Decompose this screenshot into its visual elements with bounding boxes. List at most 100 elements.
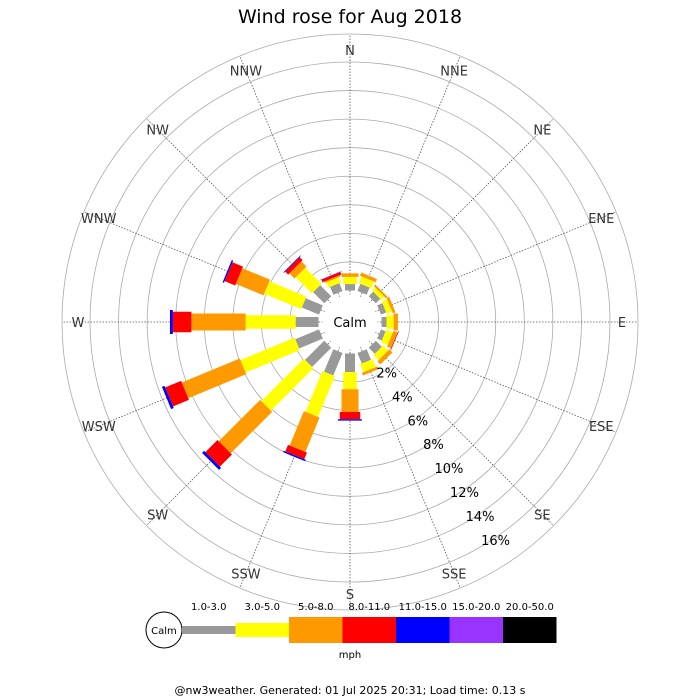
bar-wsw-1.0-3.0 xyxy=(295,329,323,349)
direction-label-ese: ESE xyxy=(589,420,614,435)
bar-nnw-8.0-11.0 xyxy=(321,271,342,283)
bar-sw-11.0-15.0 xyxy=(202,450,222,470)
direction-label-n: N xyxy=(345,44,355,59)
legend-bin-label: 3.0-5.0 xyxy=(245,602,280,613)
bar-nw-1.0-3.0 xyxy=(313,285,332,304)
legend-bin-label: 8.0-11.0 xyxy=(348,602,390,613)
bar-se-3.0-5.0 xyxy=(373,345,389,361)
direction-label-nne: NNE xyxy=(440,65,468,80)
bar-nne-5.0-8.0 xyxy=(359,272,378,283)
legend-bin-label: 20.0-50.0 xyxy=(506,602,554,613)
direction-label-sse: SSE xyxy=(442,567,467,582)
radial-tick-label: 8% xyxy=(423,438,444,453)
bar-sse-3.0-5.0 xyxy=(360,359,376,373)
legend-bin-label: 5.0-8.0 xyxy=(298,602,333,613)
outer-circle xyxy=(61,33,639,611)
footer-credit: @nw3weather. Generated: 01 Jul 2025 20:3… xyxy=(174,684,526,697)
bar-sse-1.0-3.0 xyxy=(357,349,372,364)
direction-label-s: S xyxy=(346,588,354,603)
direction-label-nw: NW xyxy=(146,124,169,139)
bar-ese-1.0-3.0 xyxy=(377,329,386,341)
speed-legend: Calm 1.0-3.0 3.0-5.0 5.0-8.0 8.0-11.0 11.0-15… xyxy=(145,602,557,661)
bar-ese-5.0-8.0 xyxy=(387,330,398,349)
radial-tick-label: 16% xyxy=(481,534,510,549)
frequency-bars xyxy=(161,255,399,470)
bar-nw-8.0-11.0 xyxy=(285,257,303,275)
bar-wnw-1.0-3.0 xyxy=(301,298,323,315)
direction-label-w: W xyxy=(72,316,85,331)
legend-swatch-3.0-5.0 xyxy=(235,623,289,637)
bar-nw-5.0-8.0 xyxy=(289,261,307,279)
bar-ssw-5.0-8.0 xyxy=(289,411,320,452)
bar-nnw-1.0-3.0 xyxy=(330,283,343,295)
legend-swatch-11.0-15.0 xyxy=(396,617,450,643)
grid-circle xyxy=(89,61,611,583)
bar-ene-5.0-8.0 xyxy=(386,296,396,314)
legend-bin-label: 11.0-15.0 xyxy=(399,602,447,613)
direction-label-ene: ENE xyxy=(588,212,614,227)
bar-wsw-5.0-8.0 xyxy=(181,358,247,399)
radial-tick-label: 2% xyxy=(376,366,397,381)
bar-nw-11.0-15.0 xyxy=(283,255,301,273)
legend-swatch-20.0-50.0 xyxy=(503,617,557,643)
direction-labels: N NNE NE ENE E ESE SE SSE S SSW SW WSW W WNW NW NNW xyxy=(72,44,627,603)
bar-sw-1.0-3.0 xyxy=(305,340,332,367)
bar-sw-5.0-8.0 xyxy=(218,399,273,454)
grid-circle xyxy=(146,118,554,526)
chart-title: Wind rose for Aug 2018 xyxy=(237,6,463,28)
bar-wnw-8.0-11.0 xyxy=(224,262,244,286)
radial-tick-label: 12% xyxy=(450,486,479,501)
bar-ene-3.0-5.0 xyxy=(381,299,393,314)
bar-nne-1.0-3.0 xyxy=(357,283,370,295)
bar-ese-3.0-5.0 xyxy=(381,329,393,345)
bar-ne-1.0-3.0 xyxy=(368,291,381,304)
bar-ne-5.0-8.0 xyxy=(373,284,388,299)
direction-label-wnw: WNW xyxy=(81,212,117,227)
bar-ssw-11.0-15.0 xyxy=(283,450,306,462)
spoke-ene xyxy=(349,211,617,323)
bar-sse-5.0-8.0 xyxy=(361,366,379,376)
spoke-ne xyxy=(349,118,554,323)
bar-ene-1.0-3.0 xyxy=(377,303,387,315)
radial-tick-label: 10% xyxy=(434,462,463,477)
bar-ssw-1.0-3.0 xyxy=(324,349,343,376)
radial-tick-labels: 2% 4% 6% 8% 10% 12% 14% 16% xyxy=(376,366,510,549)
bar-nw-3.0-5.0 xyxy=(295,267,322,294)
calm-circle xyxy=(322,294,378,350)
legend-bin-label: 15.0-20.0 xyxy=(452,602,500,613)
bar-wnw-3.0-5.0 xyxy=(264,281,307,310)
legend-swatch-5.0-8.0 xyxy=(289,617,343,643)
bar-nnw-5.0-8.0 xyxy=(324,275,341,283)
direction-label-wsw: WSW xyxy=(82,420,116,435)
bar-ssw-3.0-5.0 xyxy=(305,370,335,418)
legend-swatch-15.0-20.0 xyxy=(449,617,503,643)
legend-units: mph xyxy=(339,650,361,661)
bar-sw-3.0-5.0 xyxy=(261,358,314,411)
legend-swatch-8.0-11.0 xyxy=(342,617,396,643)
bar-ssw-8.0-11.0 xyxy=(285,444,307,460)
legend-swatch-1.0-3.0 xyxy=(182,626,236,634)
calm-label: Calm xyxy=(333,316,366,331)
legend-bin-label: 1.0-3.0 xyxy=(191,602,226,613)
direction-label-se: SE xyxy=(534,508,550,523)
radial-tick-label: 14% xyxy=(466,510,495,525)
bar-wnw-11.0-15.0 xyxy=(222,260,234,283)
bar-sw-8.0-11.0 xyxy=(205,440,232,467)
bar-nne-3.0-5.0 xyxy=(358,276,375,289)
bar-nnw-3.0-5.0 xyxy=(326,277,341,288)
bar-ne-3.0-5.0 xyxy=(372,287,385,300)
direction-label-e: E xyxy=(618,316,626,331)
bar-wnw-5.0-8.0 xyxy=(235,268,271,296)
bar-wsw-8.0-11.0 xyxy=(165,380,189,407)
radial-tick-label: 4% xyxy=(392,390,413,405)
calm-center: Calm xyxy=(322,294,378,350)
bar-se-1.0-3.0 xyxy=(368,340,382,354)
legend-calm-label: Calm xyxy=(151,626,177,637)
direction-label-ne: NE xyxy=(533,124,551,139)
bar-wsw-3.0-5.0 xyxy=(240,337,300,373)
bar-se-5.0-8.0 xyxy=(377,349,393,365)
direction-label-sw: SW xyxy=(147,508,168,523)
direction-label-nnw: NNW xyxy=(230,65,262,80)
bar-wsw-11.0-15.0 xyxy=(161,385,174,410)
